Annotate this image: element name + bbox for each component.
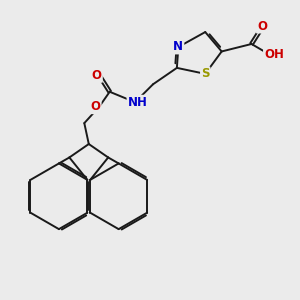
Text: N: N [173,40,183,53]
Text: O: O [91,100,101,113]
Text: S: S [201,68,209,80]
Text: NH: NH [128,96,147,109]
Text: O: O [92,69,102,82]
Text: OH: OH [264,48,284,61]
Text: O: O [257,20,267,33]
